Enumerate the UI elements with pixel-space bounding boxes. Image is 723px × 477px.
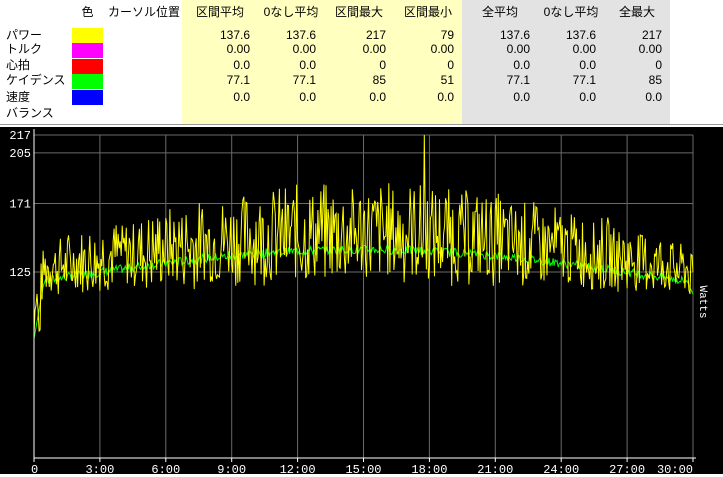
header-total-avg-nonzero: 0なし平均 <box>543 5 599 19</box>
row-label-torque: トルク <box>6 42 43 56</box>
value-cell: 77.1 <box>292 73 316 87</box>
value-cell: 0.0 <box>579 90 596 104</box>
header-section-avg: 区間平均 <box>195 5 244 19</box>
value-cell: 77.1 <box>506 73 530 87</box>
value-cell: 0.0 <box>233 58 250 72</box>
chart-divider <box>0 124 723 127</box>
color-swatch-power[interactable] <box>72 28 103 43</box>
value-cell: 0.00 <box>506 42 530 56</box>
x-tick-label: 12:00 <box>280 463 316 474</box>
value-cell: 0.00 <box>362 42 386 56</box>
value-cell: 0.00 <box>292 42 316 56</box>
x-tick-label: 6:00 <box>151 463 180 474</box>
row-label-cadence: ケイデンス <box>6 73 66 87</box>
section-columns-bg <box>182 0 462 124</box>
row-label-balance: バランス <box>6 106 54 120</box>
value-cell: 0.0 <box>513 58 530 72</box>
value-cell: 137.6 <box>499 28 530 42</box>
value-cell: 0.0 <box>299 90 316 104</box>
y-axis-label: Watts <box>696 285 708 318</box>
value-cell: 0.0 <box>437 90 454 104</box>
color-swatch-torque[interactable] <box>72 43 103 58</box>
value-cell: 0 <box>447 58 454 72</box>
x-tick-label: 9:00 <box>217 463 246 474</box>
row-label-heart-rate: 心拍 <box>6 58 31 72</box>
value-cell: 217 <box>365 28 386 42</box>
x-tick-label: 24:00 <box>543 463 579 474</box>
value-cell: 77.1 <box>226 73 250 87</box>
value-cell: 137.6 <box>565 28 596 42</box>
value-cell: 0.00 <box>638 42 662 56</box>
stats-table: 色 カーソル位置 区間平均 0なし平均 区間最大 区間最小 全平均 0なし平均 … <box>0 0 723 124</box>
x-tick-label: 0 <box>31 463 38 474</box>
total-columns-bg <box>462 0 670 124</box>
header-color: 色 <box>81 5 94 19</box>
header-cursor: カーソル位置 <box>107 5 180 19</box>
header-section-min: 区間最小 <box>403 5 452 19</box>
y-tick-label: 217 <box>9 129 31 143</box>
value-cell: 0 <box>379 58 386 72</box>
value-cell: 0.0 <box>369 90 386 104</box>
color-swatch-speed[interactable] <box>72 90 103 105</box>
color-swatch-heart-rate[interactable] <box>72 59 103 74</box>
row-label-power: パワー <box>6 28 43 42</box>
chart-svg[interactable]: 125 171 205 217 0 3:00 6:00 9:00 12:00 15:00 18:00… <box>0 127 723 477</box>
color-swatch-cadence[interactable] <box>72 74 103 89</box>
value-cell: 77.1 <box>572 73 596 87</box>
value-cell: 85 <box>372 73 386 87</box>
header-total-max: 全最大 <box>618 5 655 19</box>
value-cell: 0.0 <box>299 58 316 72</box>
value-cell: 217 <box>641 28 662 42</box>
x-tick-label: 21:00 <box>477 463 513 474</box>
value-cell: 137.6 <box>219 28 250 42</box>
header-total-avg: 全平均 <box>481 5 518 19</box>
value-cell: 79 <box>440 28 454 42</box>
x-tick-label: 18:00 <box>411 463 447 474</box>
value-cell: 0.0 <box>645 90 662 104</box>
header-section-avg-nonzero: 0なし平均 <box>263 5 319 19</box>
value-cell: 0.00 <box>430 42 454 56</box>
value-cell: 85 <box>648 73 662 87</box>
x-tick-label: 3:00 <box>85 463 114 474</box>
header-section-max: 区間最大 <box>334 5 383 19</box>
value-cell: 51 <box>440 73 454 87</box>
power-chart[interactable]: 125 171 205 217 0 3:00 6:00 9:00 12:00 15:00 18:00… <box>0 127 723 477</box>
value-cell: 0.0 <box>233 90 250 104</box>
x-tick-label: 15:00 <box>345 463 381 474</box>
value-cell: 0 <box>655 58 662 72</box>
y-tick-label: 205 <box>9 147 31 161</box>
y-tick-label: 125 <box>9 266 31 280</box>
x-tick-label: 30:00 <box>657 463 693 474</box>
x-tick-label: 27:00 <box>609 463 645 474</box>
y-tick-label: 171 <box>9 197 31 211</box>
value-cell: 137.6 <box>285 28 316 42</box>
row-label-speed: 速度 <box>6 90 31 104</box>
series-line-power <box>33 134 694 334</box>
value-cell: 0.0 <box>513 90 530 104</box>
value-cell: 0.0 <box>579 58 596 72</box>
value-cell: 0.00 <box>572 42 596 56</box>
value-cell: 0.00 <box>226 42 250 56</box>
